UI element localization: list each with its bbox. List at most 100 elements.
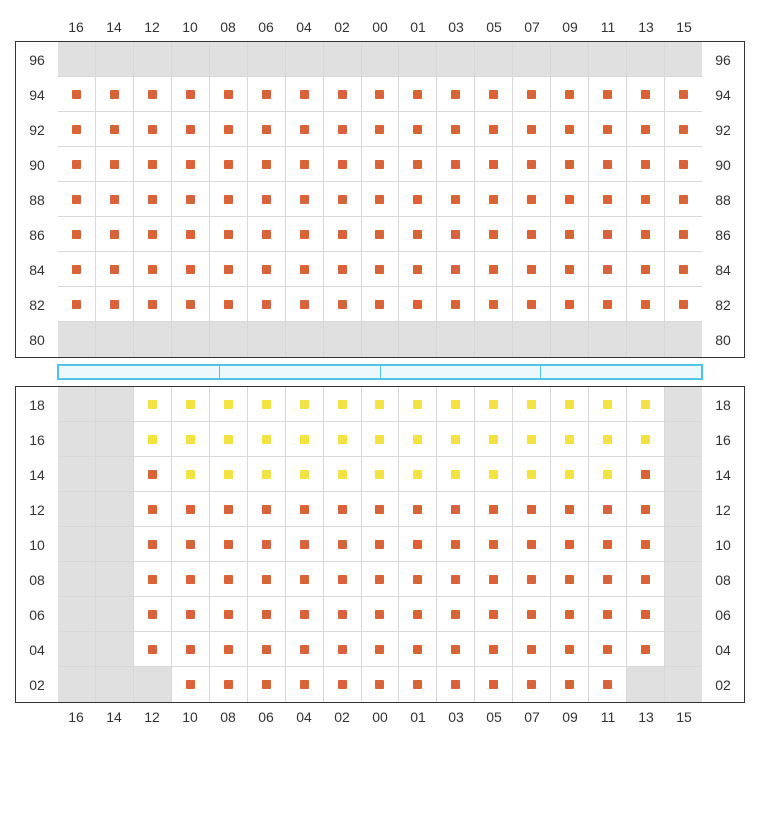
seat-cell[interactable] — [134, 527, 172, 562]
seat-cell[interactable] — [286, 632, 324, 667]
seat-cell[interactable] — [551, 182, 589, 217]
seat-cell[interactable] — [665, 112, 702, 147]
seat-cell[interactable] — [134, 387, 172, 422]
seat-cell[interactable] — [551, 422, 589, 457]
seat-cell[interactable] — [210, 147, 248, 182]
seat-cell[interactable] — [96, 287, 134, 322]
seat-cell[interactable] — [437, 422, 475, 457]
seat-cell[interactable] — [286, 527, 324, 562]
seat-cell[interactable] — [286, 597, 324, 632]
seat-cell[interactable] — [513, 387, 551, 422]
seat-cell[interactable] — [475, 457, 513, 492]
seat-cell[interactable] — [286, 217, 324, 252]
seat-cell[interactable] — [362, 632, 400, 667]
seat-cell[interactable] — [58, 182, 96, 217]
seat-cell[interactable] — [551, 217, 589, 252]
seat-cell[interactable] — [324, 422, 362, 457]
seat-cell[interactable] — [210, 492, 248, 527]
seat-cell[interactable] — [210, 632, 248, 667]
seat-cell[interactable] — [437, 217, 475, 252]
seat-cell[interactable] — [172, 457, 210, 492]
seat-cell[interactable] — [286, 667, 324, 702]
seat-cell[interactable] — [475, 182, 513, 217]
seat-cell[interactable] — [475, 217, 513, 252]
seat-cell[interactable] — [362, 457, 400, 492]
seat-cell[interactable] — [134, 112, 172, 147]
seat-cell[interactable] — [513, 217, 551, 252]
seat-cell[interactable] — [513, 77, 551, 112]
seat-cell[interactable] — [627, 422, 665, 457]
seat-cell[interactable] — [437, 667, 475, 702]
seat-cell[interactable] — [513, 287, 551, 322]
seat-cell[interactable] — [475, 597, 513, 632]
seat-cell[interactable] — [475, 492, 513, 527]
seat-cell[interactable] — [513, 112, 551, 147]
seat-cell[interactable] — [210, 77, 248, 112]
seat-cell[interactable] — [513, 457, 551, 492]
seat-cell[interactable] — [248, 562, 286, 597]
seat-cell[interactable] — [248, 147, 286, 182]
seat-cell[interactable] — [248, 527, 286, 562]
seat-cell[interactable] — [551, 667, 589, 702]
seat-cell[interactable] — [665, 182, 702, 217]
seat-cell[interactable] — [172, 252, 210, 287]
seat-cell[interactable] — [437, 287, 475, 322]
seat-cell[interactable] — [248, 217, 286, 252]
seat-cell[interactable] — [475, 422, 513, 457]
seat-cell[interactable] — [210, 527, 248, 562]
seat-cell[interactable] — [627, 147, 665, 182]
seat-cell[interactable] — [513, 667, 551, 702]
seat-cell[interactable] — [551, 112, 589, 147]
seat-cell[interactable] — [172, 387, 210, 422]
seat-cell[interactable] — [437, 77, 475, 112]
seat-cell[interactable] — [134, 632, 172, 667]
seat-cell[interactable] — [399, 77, 437, 112]
seat-cell[interactable] — [362, 527, 400, 562]
seat-cell[interactable] — [513, 527, 551, 562]
seat-cell[interactable] — [551, 77, 589, 112]
seat-cell[interactable] — [513, 422, 551, 457]
seat-cell[interactable] — [399, 287, 437, 322]
seat-cell[interactable] — [210, 182, 248, 217]
seat-cell[interactable] — [324, 387, 362, 422]
seat-cell[interactable] — [513, 597, 551, 632]
seat-cell[interactable] — [286, 147, 324, 182]
seat-cell[interactable] — [134, 422, 172, 457]
seat-cell[interactable] — [248, 492, 286, 527]
seat-cell[interactable] — [210, 217, 248, 252]
seat-cell[interactable] — [475, 147, 513, 182]
seat-cell[interactable] — [96, 217, 134, 252]
seat-cell[interactable] — [399, 252, 437, 287]
seat-cell[interactable] — [399, 597, 437, 632]
seat-cell[interactable] — [134, 492, 172, 527]
seat-cell[interactable] — [399, 632, 437, 667]
seat-cell[interactable] — [551, 387, 589, 422]
seat-cell[interactable] — [172, 182, 210, 217]
seat-cell[interactable] — [589, 387, 627, 422]
seat-cell[interactable] — [58, 217, 96, 252]
seat-cell[interactable] — [589, 77, 627, 112]
seat-cell[interactable] — [589, 667, 627, 702]
seat-cell[interactable] — [324, 562, 362, 597]
seat-cell[interactable] — [324, 217, 362, 252]
seat-cell[interactable] — [210, 387, 248, 422]
seat-cell[interactable] — [627, 632, 665, 667]
seat-cell[interactable] — [589, 217, 627, 252]
seat-cell[interactable] — [210, 422, 248, 457]
seat-cell[interactable] — [134, 597, 172, 632]
seat-cell[interactable] — [210, 287, 248, 322]
seat-cell[interactable] — [134, 287, 172, 322]
seat-cell[interactable] — [362, 182, 400, 217]
seat-cell[interactable] — [589, 492, 627, 527]
seat-cell[interactable] — [210, 112, 248, 147]
seat-cell[interactable] — [324, 112, 362, 147]
seat-cell[interactable] — [551, 492, 589, 527]
seat-cell[interactable] — [248, 667, 286, 702]
seat-cell[interactable] — [286, 492, 324, 527]
seat-cell[interactable] — [172, 217, 210, 252]
seat-cell[interactable] — [437, 492, 475, 527]
seat-cell[interactable] — [475, 387, 513, 422]
seat-cell[interactable] — [627, 252, 665, 287]
seat-cell[interactable] — [362, 597, 400, 632]
seat-cell[interactable] — [399, 527, 437, 562]
